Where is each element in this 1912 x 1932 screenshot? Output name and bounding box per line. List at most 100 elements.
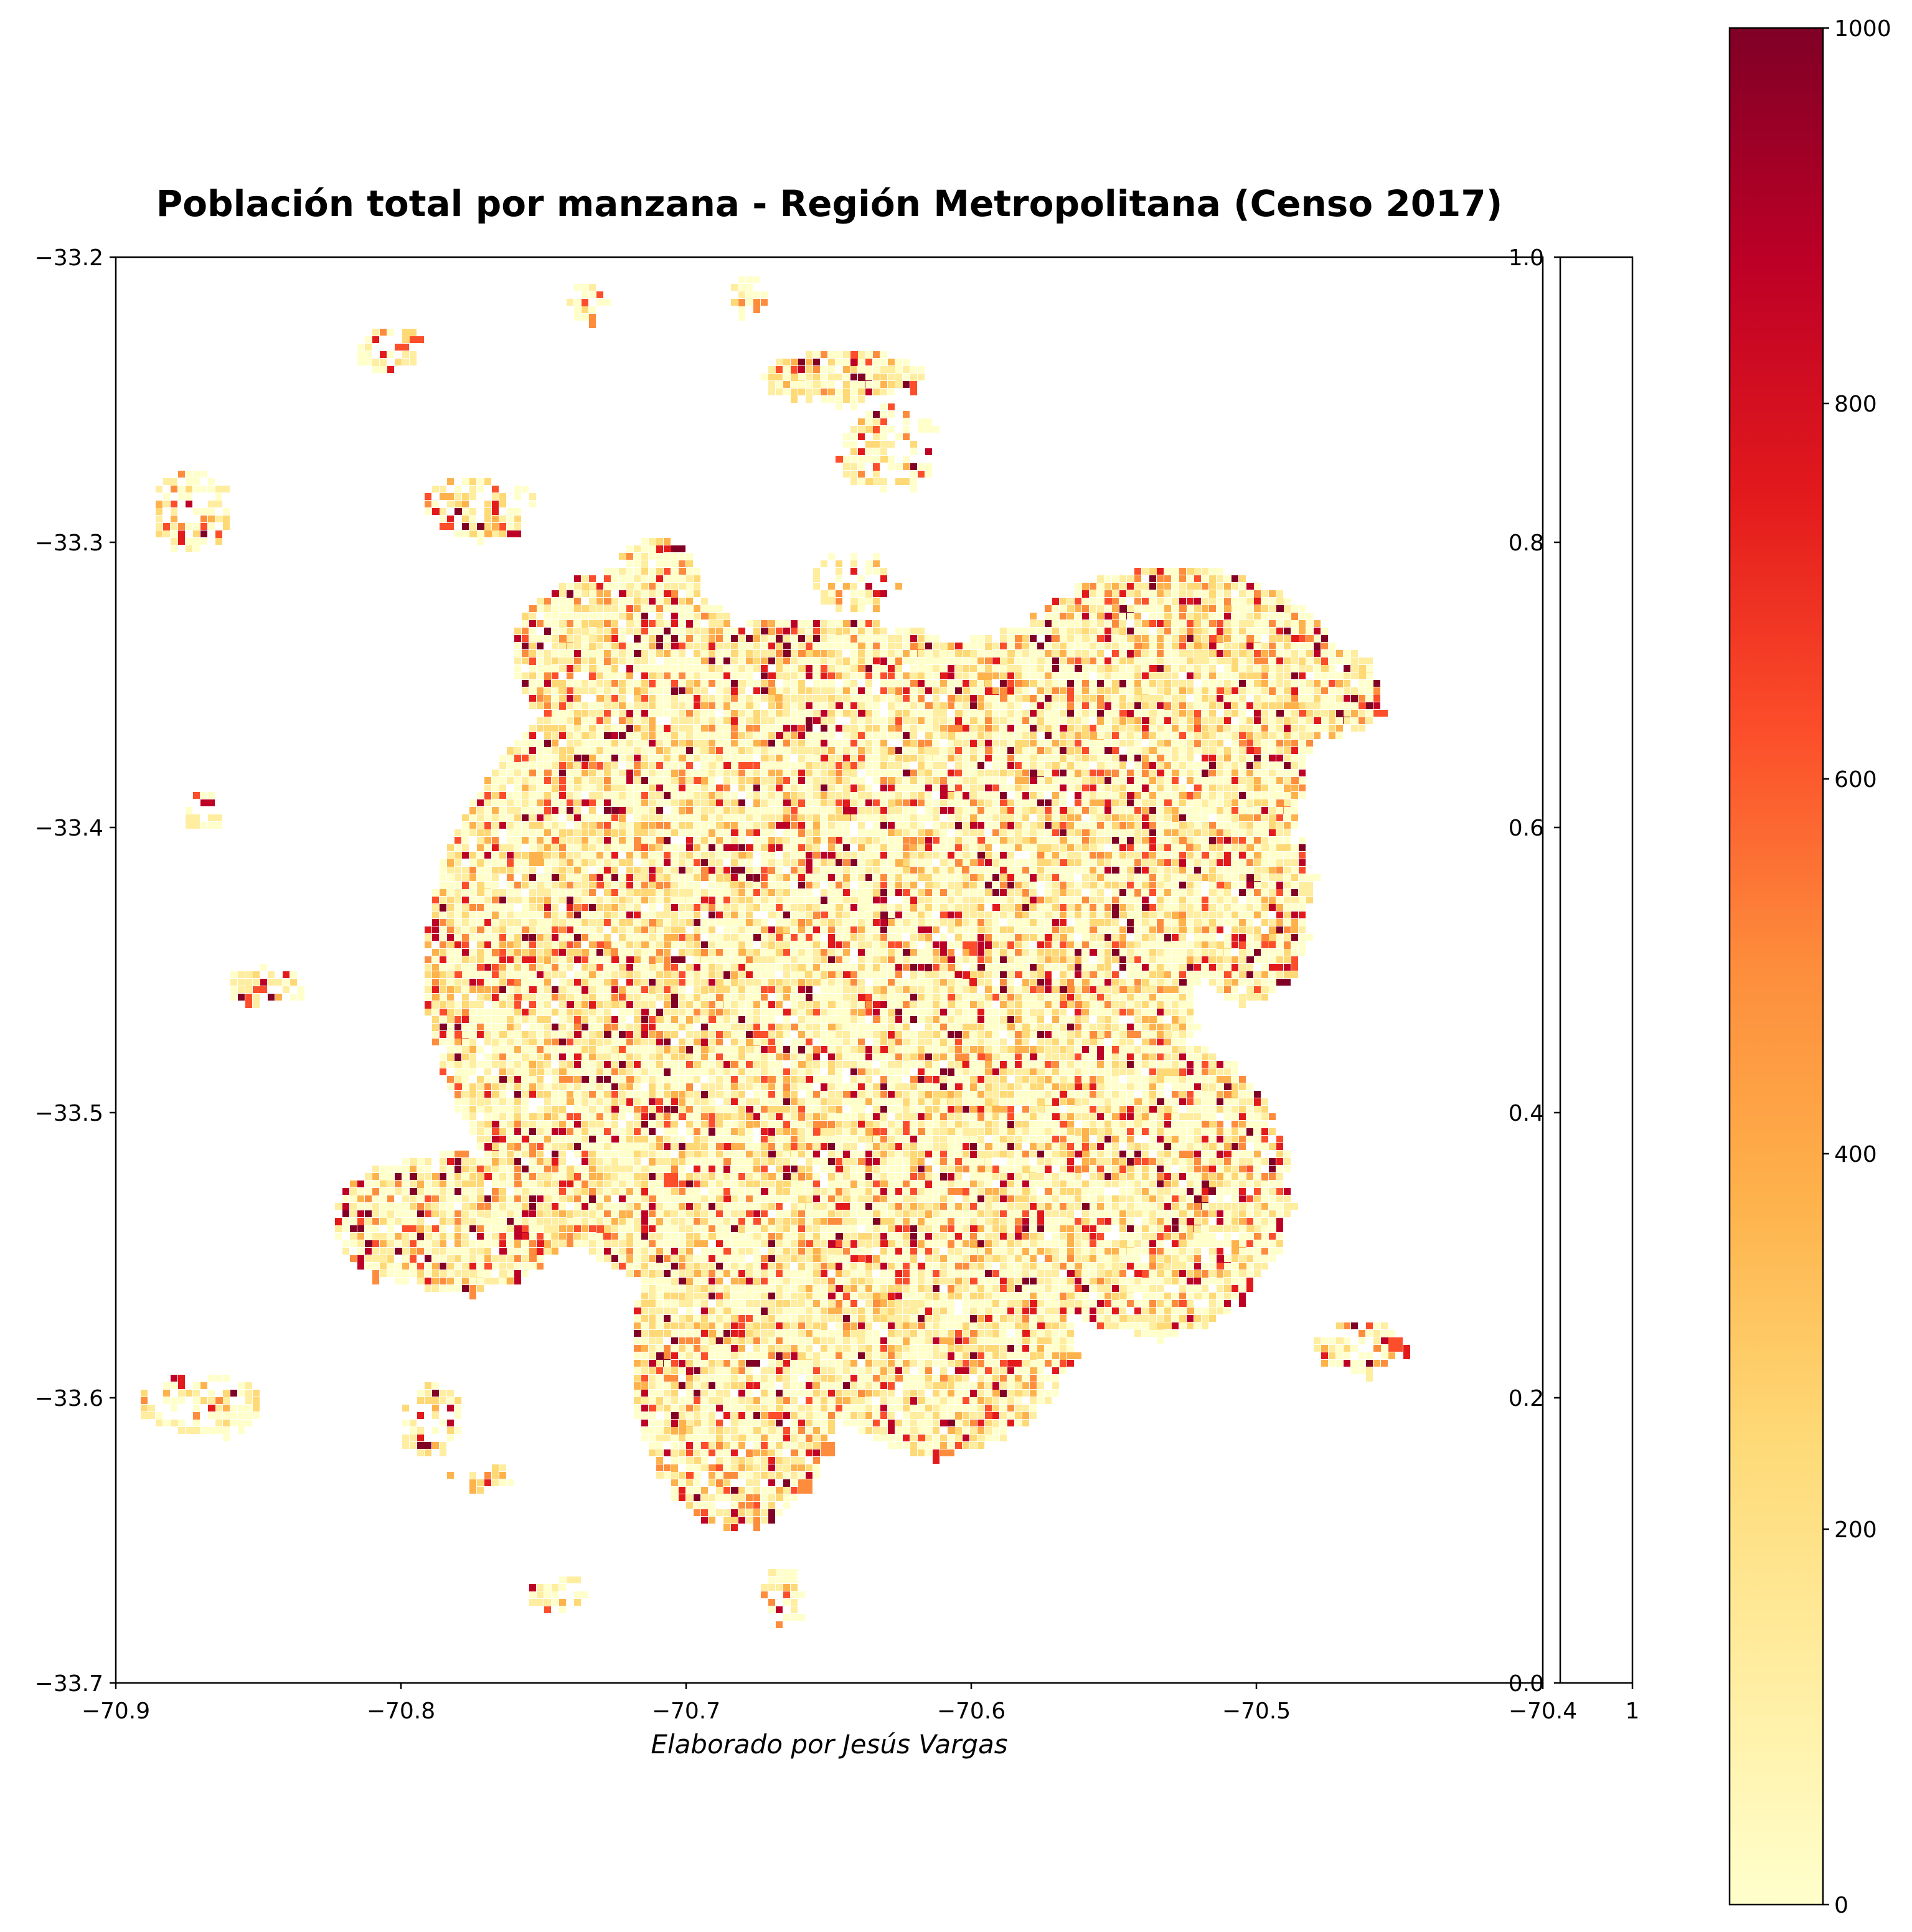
census-block	[1075, 583, 1089, 590]
census-block	[933, 874, 947, 881]
census-block	[791, 770, 798, 776]
census-block	[574, 732, 581, 747]
census-block	[425, 508, 431, 515]
census-block	[933, 710, 940, 717]
census-block	[1291, 605, 1298, 612]
census-block	[1090, 650, 1096, 657]
census-block	[589, 583, 603, 590]
census-block	[1291, 687, 1298, 702]
census-block	[1261, 814, 1268, 821]
census-block	[1239, 822, 1246, 829]
census-block	[1202, 770, 1208, 784]
census-block	[1291, 702, 1306, 709]
census-block	[1299, 643, 1313, 649]
census-block	[499, 770, 506, 776]
census-block	[873, 620, 880, 627]
census-block	[888, 657, 895, 664]
census-block	[440, 516, 446, 522]
census-block	[626, 874, 633, 881]
census-block	[992, 904, 1007, 911]
census-block	[873, 837, 880, 844]
census-block	[888, 650, 895, 657]
census-block	[649, 717, 656, 732]
census-block	[447, 897, 454, 903]
census-block	[873, 814, 887, 821]
census-block	[970, 814, 977, 829]
census-block	[858, 381, 865, 388]
census-block	[477, 792, 484, 799]
census-block	[619, 792, 626, 806]
census-block	[850, 814, 857, 821]
census-block	[798, 807, 805, 814]
census-block	[985, 695, 999, 702]
census-block	[701, 859, 708, 866]
census-block	[963, 814, 969, 821]
census-block	[679, 620, 685, 627]
census-block	[1179, 605, 1194, 612]
census-block	[193, 523, 200, 537]
census-block	[447, 919, 454, 926]
census-block	[709, 725, 715, 732]
census-block	[843, 381, 850, 388]
census-block	[1007, 740, 1022, 747]
census-block	[933, 770, 940, 776]
census-block	[1202, 680, 1208, 687]
census-block	[1261, 613, 1268, 620]
census-block	[178, 530, 185, 545]
census-block	[1052, 650, 1067, 657]
census-block	[858, 792, 865, 799]
census-block	[1045, 605, 1052, 612]
census-block	[1142, 785, 1149, 799]
census-block	[432, 889, 439, 903]
census-block	[948, 822, 954, 829]
census-block	[753, 276, 760, 283]
census-block	[357, 344, 364, 351]
census-block	[903, 770, 917, 776]
census-block	[806, 374, 812, 380]
census-block	[671, 777, 685, 784]
census-block	[738, 740, 745, 747]
census-block	[679, 770, 685, 776]
census-block	[1164, 755, 1171, 761]
census-block	[1052, 747, 1067, 754]
census-block	[798, 867, 805, 881]
census-block	[858, 598, 865, 605]
census-block	[806, 770, 812, 776]
census-block	[1127, 799, 1134, 806]
census-block	[1321, 665, 1335, 672]
census-block	[933, 904, 940, 911]
census-block	[1037, 762, 1044, 769]
census-block	[1067, 620, 1081, 627]
census-block	[619, 859, 626, 866]
census-block	[589, 605, 596, 612]
census-block	[1052, 829, 1059, 836]
census-block	[1157, 635, 1164, 642]
census-block	[910, 374, 917, 388]
census-block	[1217, 628, 1223, 642]
census-block	[1075, 695, 1081, 702]
census-block	[582, 657, 588, 664]
census-block	[671, 770, 678, 784]
census-block	[955, 852, 962, 859]
census-block	[589, 687, 603, 694]
census-block	[664, 867, 678, 874]
census-block	[1007, 717, 1014, 724]
census-block	[544, 785, 558, 791]
census-block	[537, 747, 544, 761]
census-block	[970, 807, 977, 814]
census-block	[798, 695, 805, 702]
census-block	[544, 859, 551, 866]
census-block	[1015, 710, 1022, 724]
census-block	[1127, 710, 1134, 724]
census-block	[604, 844, 611, 851]
census-block	[1254, 598, 1261, 605]
census-block	[514, 919, 521, 926]
census-block	[454, 859, 461, 866]
census-block	[895, 904, 902, 911]
census-block	[1194, 702, 1201, 709]
census-block	[1007, 755, 1014, 761]
census-block	[1142, 904, 1156, 911]
census-block	[1172, 568, 1179, 582]
census-block	[1239, 904, 1246, 911]
census-block	[850, 889, 857, 896]
